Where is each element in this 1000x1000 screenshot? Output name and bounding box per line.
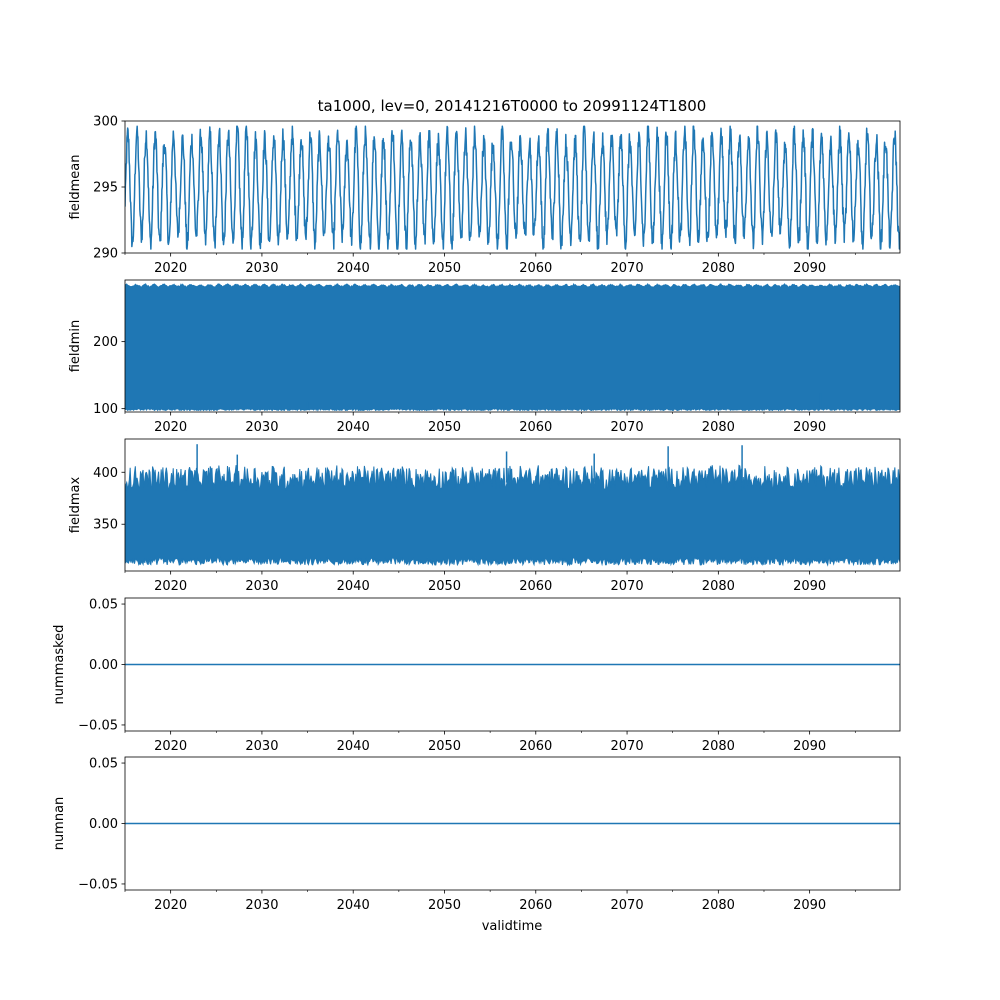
y-tick-label-nummasked-1: 0.00 [89, 658, 118, 673]
x-tick-label-fieldmean-4: 2060 [519, 261, 552, 276]
x-tick-label-fieldmin-3: 2050 [428, 420, 461, 435]
x-tick-label-fieldmean-2: 2040 [337, 261, 370, 276]
axes-frame-fieldmax [124, 438, 901, 572]
x-tick-label-numnan-1: 2030 [245, 898, 278, 913]
x-tick-label-nummasked-7: 2090 [793, 739, 826, 754]
x-tick-label-fieldmin-0: 2020 [154, 420, 187, 435]
x-tick-label-fieldmean-0: 2020 [154, 261, 187, 276]
y-tick-label-numnan-0: −0.05 [78, 877, 118, 892]
x-tick-label-numnan-6: 2080 [702, 898, 735, 913]
subplot-panels: 290 295 300 fieldmean 2020 2030 2040 2050 2060 20… [52, 115, 901, 913]
y-tick-label-nummasked-2: 0.05 [89, 598, 118, 613]
x-tick-label-fieldmin-2: 2040 [337, 420, 370, 435]
x-tick-label-fieldmax-5: 2070 [611, 579, 644, 594]
chart-title: ta1000, lev=0, 20141216T0000 to 20991124… [318, 97, 707, 115]
x-tick-label-fieldmean-5: 2070 [611, 261, 644, 276]
x-tick-label-nummasked-3: 2050 [428, 739, 461, 754]
x-tick-label-nummasked-0: 2020 [154, 739, 187, 754]
x-tick-label-fieldmin-4: 2060 [519, 420, 552, 435]
x-tick-label-fieldmin-5: 2070 [611, 420, 644, 435]
x-tick-label-nummasked-5: 2070 [611, 739, 644, 754]
x-tick-label-numnan-7: 2090 [793, 898, 826, 913]
x-tick-label-fieldmax-0: 2020 [154, 579, 187, 594]
y-axis-label-fieldmean: fieldmean [68, 155, 83, 220]
x-tick-label-fieldmax-2: 2040 [337, 579, 370, 594]
x-tick-label-numnan-4: 2060 [519, 898, 552, 913]
x-tick-label-fieldmin-1: 2030 [245, 420, 278, 435]
y-tick-label-fieldmin-1: 200 [93, 335, 118, 350]
y-tick-label-fieldmin-0: 100 [93, 402, 118, 417]
subplot-fieldmean: 290 295 300 fieldmean 2020 2030 2040 2050 2060 20… [68, 115, 901, 276]
x-tick-label-nummasked-2: 2040 [337, 739, 370, 754]
series-band-fieldmin [125, 282, 900, 412]
series-band-fieldmax [125, 464, 900, 567]
x-tick-label-fieldmean-6: 2080 [702, 261, 735, 276]
x-tick-label-fieldmax-1: 2030 [245, 579, 278, 594]
subplot-nummasked: −0.05 0.00 0.05 nummasked 2020 2030 2040 2050 20… [52, 598, 901, 754]
x-tick-label-numnan-0: 2020 [154, 898, 187, 913]
x-tick-label-numnan-5: 2070 [611, 898, 644, 913]
y-tick-label-fieldmax-0: 350 [93, 518, 118, 533]
x-tick-label-fieldmax-6: 2080 [702, 579, 735, 594]
x-tick-label-nummasked-6: 2080 [702, 739, 735, 754]
x-tick-label-fieldmax-4: 2060 [519, 579, 552, 594]
y-axis-label-fieldmax: fieldmax [68, 477, 83, 534]
x-tick-label-fieldmin-7: 2090 [793, 420, 826, 435]
axes-frame-fieldmin [124, 279, 901, 413]
x-tick-label-numnan-2: 2040 [337, 898, 370, 913]
y-axis-label-fieldmin: fieldmin [68, 320, 83, 373]
series-line-fieldmean [125, 125, 900, 250]
y-tick-label-fieldmean-1: 295 [93, 181, 118, 196]
x-tick-label-nummasked-4: 2060 [519, 739, 552, 754]
subplot-fieldmin: 100 200 fieldmin 2020 2030 2040 2050 2060 2070 20… [68, 279, 901, 435]
y-axis-label-nummasked: nummasked [52, 625, 67, 705]
y-tick-label-fieldmax-1: 400 [93, 466, 118, 481]
subplot-fieldmax: 350 400 fieldmax 2020 2030 2040 2050 2060 2070 20… [68, 438, 901, 594]
subplot-numnan: −0.05 0.00 0.05 numnan 2020 2030 2040 2050 2060 2… [52, 757, 901, 913]
x-tick-label-nummasked-1: 2030 [245, 739, 278, 754]
x-tick-label-fieldmean-7: 2090 [793, 261, 826, 276]
x-tick-label-fieldmean-3: 2050 [428, 261, 461, 276]
y-tick-label-fieldmean-2: 300 [93, 115, 118, 130]
x-tick-label-numnan-3: 2050 [428, 898, 461, 913]
y-axis-label-numnan: numnan [52, 797, 67, 851]
x-tick-label-fieldmax-7: 2090 [793, 579, 826, 594]
x-tick-label-fieldmin-6: 2080 [702, 420, 735, 435]
y-tick-label-numnan-2: 0.05 [89, 757, 118, 772]
x-axis-label: validtime [482, 919, 543, 934]
y-tick-label-nummasked-0: −0.05 [78, 718, 118, 733]
x-tick-label-fieldmean-1: 2030 [245, 261, 278, 276]
x-tick-label-fieldmax-3: 2050 [428, 579, 461, 594]
y-tick-label-numnan-1: 0.00 [89, 817, 118, 832]
y-tick-label-fieldmean-0: 290 [93, 247, 118, 262]
